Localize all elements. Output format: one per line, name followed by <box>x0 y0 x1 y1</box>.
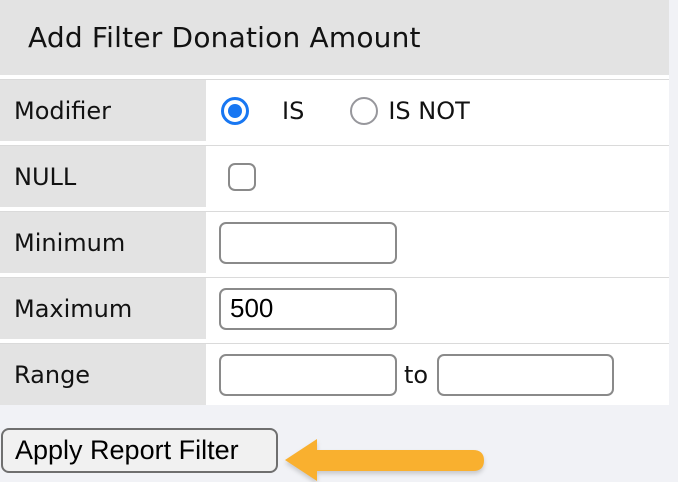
filter-row-modifier: Modifier IS IS NOT <box>0 79 669 141</box>
panel-header: Add Filter Donation Amount <box>0 0 669 75</box>
range-to-input[interactable] <box>437 353 615 396</box>
radio-is-label[interactable]: IS <box>282 96 305 125</box>
range-to-separator: to <box>404 360 429 389</box>
radio-is-not[interactable] <box>350 96 379 125</box>
row-label-maximum: Maximum <box>0 278 206 339</box>
add-filter-panel: Add Filter Donation Amount Modifier IS I… <box>0 0 669 405</box>
filter-row-range: Range to <box>0 343 669 405</box>
minimum-content <box>206 212 669 273</box>
row-label-modifier: Modifier <box>0 80 206 141</box>
filter-row-null: NULL <box>0 145 669 207</box>
minimum-input[interactable] <box>219 221 397 264</box>
row-label-range: Range <box>0 344 206 405</box>
filter-row-minimum: Minimum <box>0 211 669 273</box>
radio-dot-icon <box>228 103 242 118</box>
panel-title: Add Filter Donation Amount <box>28 21 421 54</box>
row-label-null: NULL <box>0 146 206 207</box>
apply-report-filter-button[interactable]: Apply Report Filter <box>1 428 278 473</box>
apply-report-filter-label: Apply Report Filter <box>15 435 239 465</box>
maximum-input[interactable] <box>219 287 397 330</box>
range-from-input[interactable] <box>219 353 397 396</box>
radio-is-not-label[interactable]: IS NOT <box>388 96 470 125</box>
modifier-options: IS IS NOT <box>206 80 669 141</box>
radio-is[interactable] <box>221 96 249 125</box>
filter-row-maximum: Maximum <box>0 277 669 339</box>
null-content <box>206 146 669 207</box>
row-label-minimum: Minimum <box>0 212 206 273</box>
range-content: to <box>206 344 669 405</box>
left-arrow-icon <box>285 439 484 481</box>
maximum-content <box>206 278 669 339</box>
null-checkbox[interactable] <box>228 162 256 191</box>
